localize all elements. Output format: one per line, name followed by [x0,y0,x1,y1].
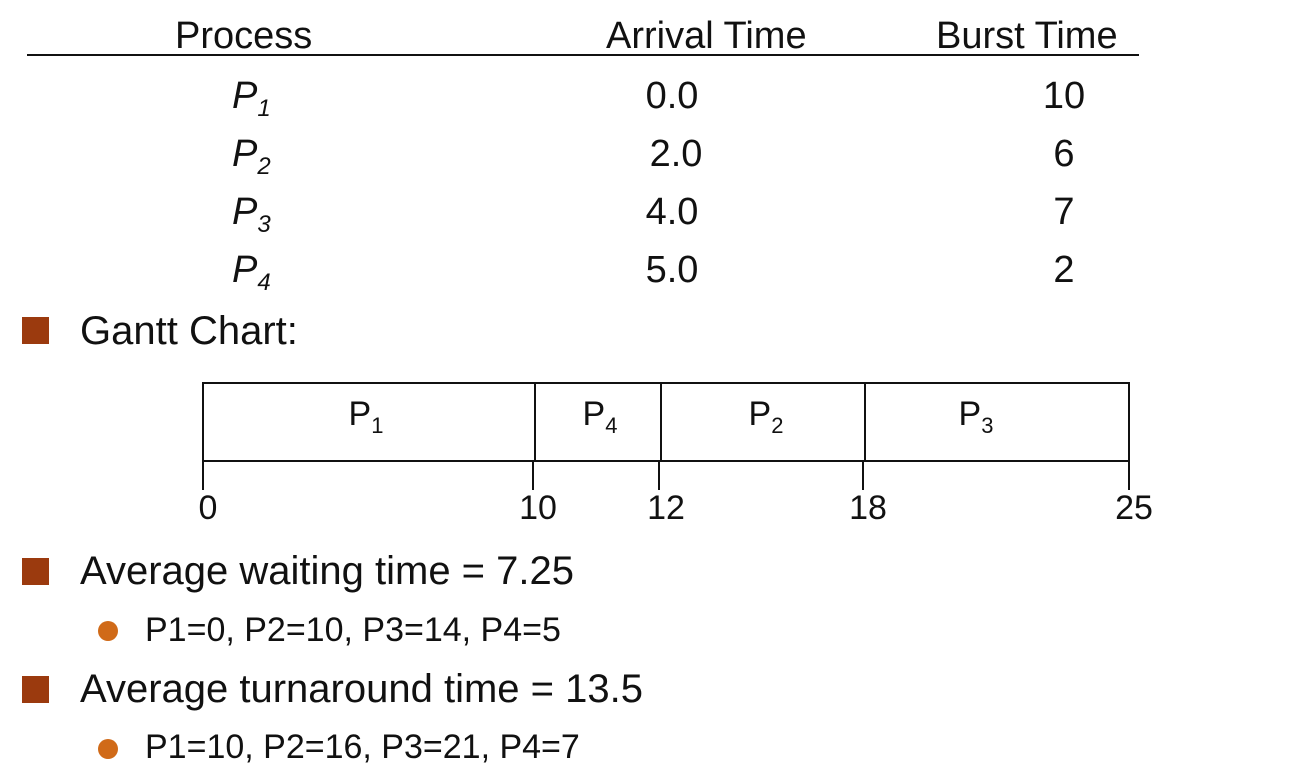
average-turnaround-time: Average turnaround time = 13.5 [80,667,643,711]
gantt-chart-title: Gantt Chart: [80,309,298,353]
header-burst-time: Burst Time [936,15,1118,57]
header-rule [27,54,1139,56]
gantt-segment-p2: P2 [748,395,784,438]
row-burst-p4: 2 [1053,249,1075,291]
gantt-segment-p1: P1 [348,395,384,438]
gantt-tick-label: 18 [849,489,887,527]
square-bullet-icon [22,558,49,585]
header-process: Process [175,15,313,57]
gantt-tick-label: 10 [519,489,557,527]
square-bullet-icon [22,317,49,344]
gantt-divider [660,384,662,460]
row-arrival-p1: 0.0 [645,75,699,117]
round-bullet-icon [98,739,118,759]
row-process-p1: P1 [232,75,271,122]
row-process-p4: P4 [232,249,271,296]
gantt-tick-label: 25 [1115,489,1153,527]
gantt-tick [658,462,660,490]
row-arrival-p2: 2.0 [649,133,703,175]
gantt-chart: P1 P4 P2 P3 [202,382,1130,462]
gantt-tick-label: 0 [198,489,218,527]
gantt-tick-label: 12 [647,489,685,527]
average-waiting-time: Average waiting time = 7.25 [80,549,575,593]
gantt-tick [1128,462,1130,490]
row-process-p3: P3 [232,191,271,238]
gantt-divider [534,384,536,460]
turnaround-time-detail: P1=10, P2=16, P3=21, P4=7 [145,728,580,766]
gantt-segment-p3: P3 [958,395,994,438]
gantt-divider [864,384,866,460]
row-process-p2: P2 [232,133,271,180]
header-arrival-time: Arrival Time [606,15,807,57]
gantt-segment-p4: P4 [582,395,618,438]
gantt-tick [202,462,204,490]
row-burst-p1: 10 [1042,75,1086,117]
row-burst-p3: 7 [1053,191,1075,233]
row-burst-p2: 6 [1053,133,1075,175]
row-arrival-p4: 5.0 [645,249,699,291]
gantt-tick [862,462,864,490]
row-arrival-p3: 4.0 [645,191,699,233]
waiting-time-detail: P1=0, P2=10, P3=14, P4=5 [145,611,561,649]
gantt-tick [532,462,534,490]
round-bullet-icon [98,621,118,641]
square-bullet-icon [22,676,49,703]
